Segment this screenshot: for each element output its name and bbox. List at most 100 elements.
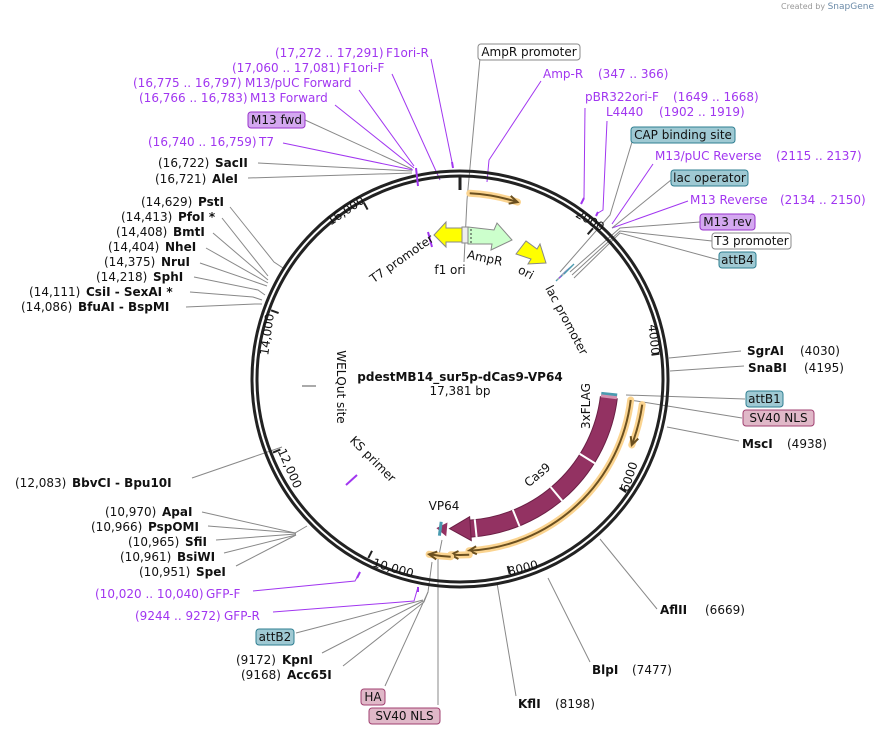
- enzyme-site-label[interactable]: AflII: [660, 603, 687, 617]
- cas9-segment-divider: [473, 519, 478, 538]
- enzyme-leader-line: [321, 600, 424, 654]
- feature-box-label[interactable]: SV40 NLS: [749, 411, 807, 425]
- feature-box-label[interactable]: SV40 NLS: [375, 709, 433, 723]
- feature-label[interactable]: 3xFLAG: [579, 383, 593, 429]
- primer-label[interactable]: pBR322ori-F: [585, 90, 659, 104]
- orf-cas9-arrow[interactable]: [468, 399, 632, 552]
- vp64-feature[interactable]: [436, 522, 448, 537]
- feature-box[interactable]: [477, 43, 581, 61]
- enzyme-site-label[interactable]: PspOMI: [148, 520, 199, 534]
- ampr-feature[interactable]: [467, 222, 513, 251]
- enzyme-position: (14,086): [21, 300, 72, 314]
- snapgene-credit: Created by SnapGene: [781, 2, 874, 12]
- enzyme-site-label[interactable]: KpnI: [282, 653, 313, 667]
- enzyme-site-label[interactable]: ApaI: [162, 505, 192, 519]
- feature-label[interactable]: lac promoter: [542, 283, 590, 357]
- feature-label[interactable]: ori: [516, 263, 536, 283]
- primer-label[interactable]: F1ori-F: [343, 61, 384, 75]
- enzyme-site-label[interactable]: BmtI: [173, 225, 205, 239]
- primer-label[interactable]: Amp-R: [543, 67, 583, 81]
- leader-lines: [185, 57, 746, 705]
- feature-box-label[interactable]: attB1: [748, 392, 781, 406]
- enzyme-site-label[interactable]: BsiWI: [177, 550, 215, 564]
- enzyme-site-label[interactable]: SfiI: [185, 535, 207, 549]
- feature-box-label[interactable]: M13 fwd: [251, 113, 302, 127]
- enzyme-leader-line: [193, 276, 266, 296]
- enzyme-site-label[interactable]: BbvCI - Bpu10I: [72, 476, 172, 490]
- enzyme-site-label[interactable]: CsiI - SexAI *: [86, 285, 173, 299]
- primer-label[interactable]: M13 Reverse: [690, 193, 768, 207]
- feature-label[interactable]: Cas9: [522, 460, 554, 490]
- enzyme-site-label[interactable]: BlpI: [592, 663, 618, 677]
- attb2-marker: [437, 521, 443, 536]
- feature-label[interactable]: WELQut site: [334, 350, 348, 423]
- feature-leader-line: [571, 230, 713, 276]
- feature-label[interactable]: f1 ori: [434, 263, 465, 277]
- feature-label[interactable]: AmpR: [466, 248, 504, 269]
- ampr-promoter-feature[interactable]: [461, 226, 469, 244]
- enzyme-site-label[interactable]: Acc65I: [287, 668, 332, 682]
- tick-mark: [618, 486, 627, 494]
- feature-box-label[interactable]: attB2: [259, 630, 292, 644]
- primer-label[interactable]: M13/pUC Reverse: [655, 149, 762, 163]
- enzyme-position: (6669): [705, 603, 745, 617]
- enzyme-leader-line: [669, 365, 745, 372]
- primer-range: (347 .. 366): [598, 67, 668, 81]
- feature-box[interactable]: [670, 169, 749, 187]
- enzyme-leader-line: [229, 206, 284, 269]
- enzyme-leader-line: [199, 262, 268, 287]
- feature-box-label[interactable]: M13 rev: [703, 215, 752, 229]
- feature-box-label[interactable]: CAP binding site: [634, 128, 732, 142]
- feature-box-label[interactable]: HA: [364, 690, 382, 704]
- enzyme-site-label[interactable]: SpeI: [196, 565, 226, 579]
- enzyme-site-label[interactable]: PstI: [198, 195, 224, 209]
- primer-label[interactable]: GFP-F: [206, 587, 241, 601]
- primer-leader-line: [282, 142, 414, 171]
- primer-label[interactable]: M13 Forward: [250, 91, 328, 105]
- cas9-segment-divider: [579, 452, 596, 465]
- feature-box-label[interactable]: lac operator: [673, 171, 746, 185]
- feature-arcs: [302, 161, 646, 592]
- enzyme-site-label[interactable]: KflI: [518, 697, 541, 711]
- enzyme-site-label[interactable]: BfuAI - BspMI: [78, 300, 169, 314]
- enzyme-site-label[interactable]: SacII: [215, 156, 248, 170]
- feature-box-label[interactable]: T3 promoter: [713, 234, 789, 248]
- primer-label[interactable]: F1ori-R: [386, 46, 429, 60]
- f1-ori-feature[interactable]: [433, 220, 463, 249]
- primer-label[interactable]: L4440: [606, 105, 643, 119]
- enzyme-site-label[interactable]: NheI: [165, 240, 196, 254]
- enzyme-site-label[interactable]: NruI: [161, 255, 190, 269]
- feature-box[interactable]: [718, 251, 757, 269]
- enzyme-site-label[interactable]: SphI: [153, 270, 183, 284]
- feature-box[interactable]: [742, 409, 815, 427]
- feature-label[interactable]: VP64: [429, 499, 460, 513]
- feature-box-label[interactable]: AmpR promoter: [481, 45, 576, 59]
- primer-range: (17,272 .. 17,291): [275, 46, 384, 60]
- enzyme-site-label[interactable]: AleI: [212, 172, 238, 186]
- enzyme-site-label[interactable]: SgrAI: [747, 344, 784, 358]
- feature-box-label[interactable]: attB4: [721, 253, 754, 267]
- tick-label: 16,000: [324, 193, 367, 228]
- ori-feature[interactable]: [515, 240, 547, 265]
- tick-mark: [506, 565, 511, 575]
- feature-box[interactable]: [368, 707, 441, 725]
- primer-label[interactable]: GFP-R: [224, 609, 260, 623]
- feature-box[interactable]: [745, 390, 784, 408]
- feature-box[interactable]: [699, 213, 756, 231]
- feature-box[interactable]: [360, 688, 386, 706]
- primer-leader-line: [391, 73, 441, 181]
- enzyme-site-label[interactable]: MscI: [742, 437, 773, 451]
- tick-label: 8000: [507, 558, 540, 579]
- feature-box[interactable]: [247, 111, 306, 129]
- cas9-feature[interactable]: [469, 396, 617, 537]
- enzyme-leader-line: [191, 446, 283, 479]
- tick-mark: [272, 448, 281, 454]
- primer-label[interactable]: T7: [258, 135, 274, 149]
- enzyme-site-label[interactable]: PfoI *: [178, 210, 216, 224]
- primer-label[interactable]: M13/pUC Forward: [245, 76, 352, 90]
- feature-box[interactable]: [255, 628, 295, 646]
- feature-label[interactable]: T7 promoter: [366, 232, 436, 287]
- feature-box[interactable]: [711, 232, 792, 250]
- enzyme-site-label[interactable]: SnaBI: [748, 361, 787, 375]
- feature-box[interactable]: [630, 126, 736, 144]
